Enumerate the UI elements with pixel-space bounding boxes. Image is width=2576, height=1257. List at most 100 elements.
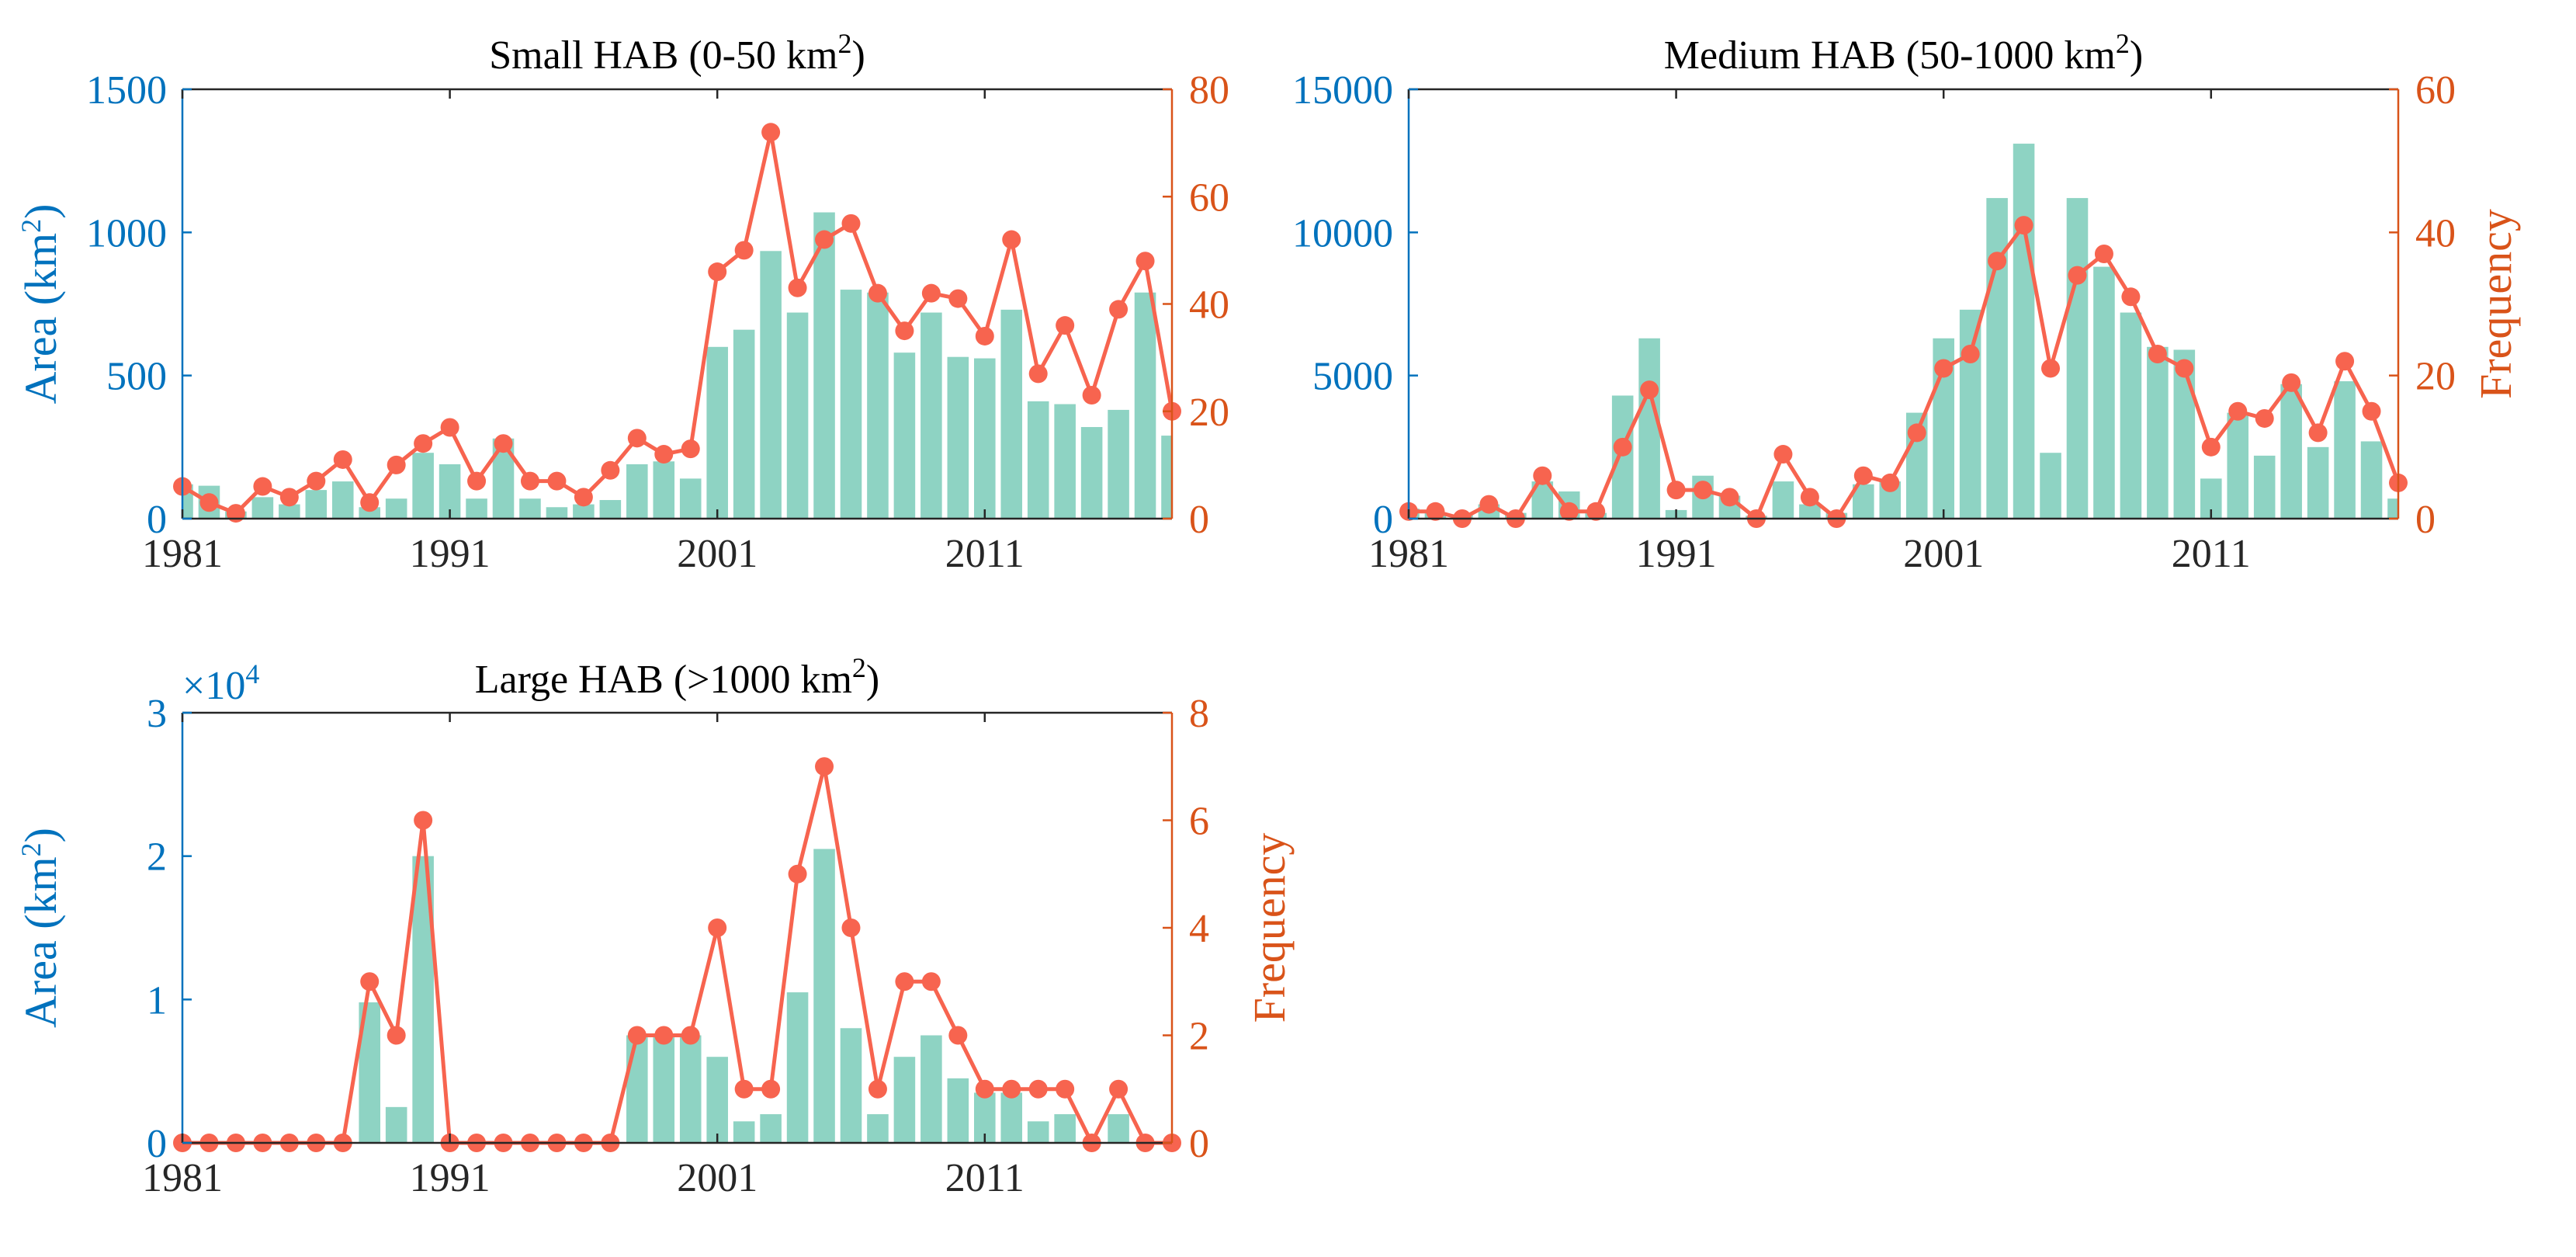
- frequency-point-2006: [2068, 266, 2087, 285]
- bar-1985: [279, 504, 300, 519]
- bar-2007: [867, 292, 889, 519]
- left-tick-label: 1000: [86, 211, 167, 255]
- bar-2004: [786, 992, 809, 1143]
- chart-title-sup: 2: [837, 28, 851, 59]
- bar-1998: [626, 1035, 648, 1143]
- bar-1995: [1772, 481, 1794, 519]
- frequency-point-2016: [2335, 352, 2355, 371]
- bar-1989: [385, 498, 407, 519]
- x-tick-label: 2011: [2172, 532, 2251, 576]
- bar-series: [1409, 144, 2398, 519]
- bar-2014: [1054, 404, 1076, 519]
- frequency-point-2011: [2201, 437, 2221, 457]
- frequency-point-2015: [1082, 386, 1101, 405]
- bar-2012: [2227, 412, 2249, 519]
- bar-2012: [1000, 1092, 1023, 1143]
- bar-2007: [867, 1114, 889, 1143]
- bar-1989: [1611, 395, 1634, 519]
- left-axis-label: Area (km2): [16, 204, 66, 405]
- frequency-line: [182, 764, 1172, 1145]
- y-multiplier-sup: 4: [245, 658, 259, 689]
- right-tick-label: 60: [1189, 175, 1229, 220]
- right-axis-label-group: Frequency: [1244, 833, 1295, 1023]
- right-axis-label: Frequency: [2470, 209, 2521, 399]
- frequency-point-2008: [895, 321, 914, 341]
- chart-title: Small HAB (0-50 km2): [489, 28, 865, 78]
- frequency-point-2010: [948, 289, 968, 308]
- bar-2001: [706, 1057, 728, 1143]
- right-axis-label-group: Frequency: [2470, 209, 2521, 399]
- frequency-point-2003: [761, 123, 781, 142]
- frequency-point-2000: [1907, 423, 1926, 443]
- frequency-point-2005: [2041, 359, 2061, 378]
- frequency-point-1984: [253, 477, 272, 496]
- bar-2009: [920, 1035, 942, 1143]
- bar-2016: [2334, 381, 2356, 519]
- right-tick-label: 0: [2415, 498, 2436, 542]
- bar-1997: [599, 500, 622, 519]
- right-tick-label: 80: [1189, 68, 1229, 113]
- right-tick-label: 60: [2415, 68, 2456, 113]
- left-axis-label-end: ): [16, 204, 66, 219]
- bar-2000: [679, 1035, 702, 1143]
- frequency-point-2006: [841, 918, 861, 937]
- left-tick-label: 3: [147, 692, 167, 736]
- chart-title-sup: 2: [852, 652, 866, 683]
- bar-2018: [1161, 436, 1172, 519]
- frequency-point-1986: [307, 471, 326, 491]
- frequency-point-1995: [1773, 445, 1793, 464]
- frequency-series: [1399, 216, 2408, 528]
- bar-2014: [1054, 1114, 1076, 1143]
- x-tick-label: 2001: [677, 532, 758, 576]
- frequency-point-2004: [788, 278, 807, 297]
- bar-1990: [412, 453, 434, 519]
- frequency-point-2014: [2282, 373, 2301, 392]
- left-tick-label: 0: [1373, 498, 1393, 542]
- frequency-point-2008: [2121, 287, 2141, 307]
- frequency-point-1999: [1881, 473, 1900, 492]
- chart-panel-2: 1981 1991 2001 2011 0 5000 10000 15000 0 20 40 60 Me…: [1292, 28, 2521, 576]
- bar-2007: [2093, 266, 2115, 519]
- right-tick-label: 6: [1189, 800, 1209, 844]
- bar-2005: [813, 849, 835, 1143]
- bar-2010: [2173, 349, 2196, 519]
- chart-title-text: Small HAB (0-50 km: [489, 33, 837, 78]
- bar-2000: [679, 478, 702, 519]
- bar-2011: [974, 358, 996, 519]
- bar-2003: [760, 251, 782, 519]
- frequency-series: [173, 757, 1181, 1152]
- frequency-point-2011: [975, 326, 994, 346]
- frequency-point-1988: [1586, 502, 1606, 521]
- bar-2013: [2253, 455, 2276, 519]
- frequency-point-2006: [841, 214, 861, 233]
- left-tick-label: 500: [106, 355, 167, 399]
- left-tick-label: 0: [147, 498, 167, 542]
- frequency-point-2014: [1056, 1079, 1075, 1099]
- bar-2004: [2013, 144, 2035, 519]
- bar-1992: [466, 498, 487, 519]
- frequency-point-2002: [734, 1079, 754, 1099]
- frequency-point-2007: [2094, 244, 2113, 263]
- frequency-point-1998: [627, 1026, 647, 1045]
- left-tick-label: 10000: [1292, 211, 1393, 255]
- left-axis-label-group: Area (km2): [16, 204, 66, 405]
- frequency-point-1982: [199, 493, 219, 512]
- frequency-point-1999: [654, 1026, 674, 1045]
- bar-2016: [1108, 409, 1129, 519]
- left-tick-label: 1: [147, 978, 167, 1023]
- frequency-point-2009: [921, 283, 941, 303]
- frequency-point-2015: [2308, 423, 2328, 443]
- frequency-point-1994: [520, 471, 539, 491]
- frequency-point-2004: [788, 864, 807, 884]
- frequency-point-1996: [574, 488, 593, 507]
- x-tick-label: 1991: [410, 532, 491, 576]
- left-tick-label: 1500: [86, 68, 167, 113]
- bar-2013: [1027, 401, 1049, 519]
- frequency-point-2009: [921, 972, 941, 991]
- frequency-point-1989: [387, 1026, 406, 1045]
- left-axis-label-sup: 2: [16, 842, 47, 856]
- bar-1990: [1638, 338, 1660, 519]
- frequency-point-2008: [895, 972, 914, 991]
- left-axis-label-sup: 2: [16, 219, 47, 233]
- left-axis-label: Area (km2): [16, 828, 66, 1028]
